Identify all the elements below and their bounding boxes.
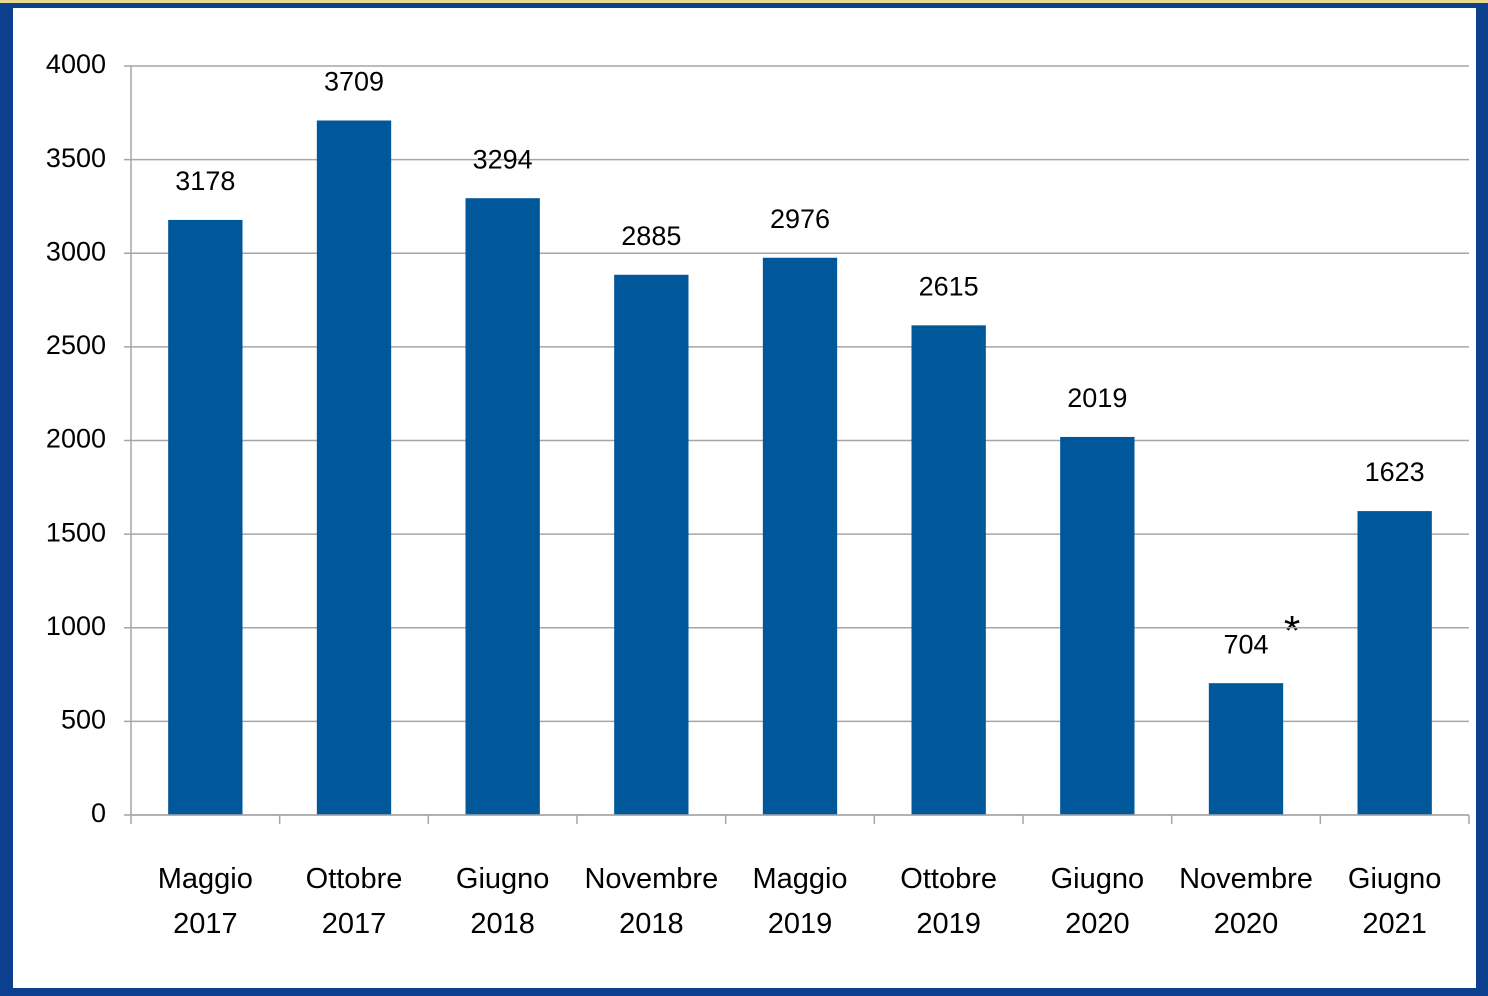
y-tick-label: 3500: [46, 143, 106, 173]
data-label: 2885: [621, 221, 681, 251]
data-label: 2615: [919, 271, 979, 301]
bar: [316, 120, 392, 815]
plot-background: [13, 8, 1476, 988]
data-label: 3709: [324, 67, 384, 97]
y-tick-label: 500: [61, 705, 106, 735]
y-tick-label: 1000: [46, 611, 106, 641]
data-label: 3294: [473, 144, 533, 174]
bar: [911, 325, 986, 815]
frame-top-strip: [0, 0, 1488, 3]
x-tick-label: Giugno 2021: [1348, 863, 1442, 940]
bar: [465, 198, 540, 816]
x-tick-label: Novembre 2020: [1179, 863, 1313, 940]
y-tick-label: 3000: [46, 236, 106, 266]
bar: [762, 257, 838, 815]
x-tick-label: Ottobre 2019: [900, 863, 997, 940]
y-tick-label: 4000: [46, 49, 106, 79]
data-label: 3178: [175, 166, 235, 196]
y-tick-label: 2000: [46, 424, 106, 454]
x-tick-label: Maggio 2017: [158, 863, 253, 940]
y-tick-label: 2500: [46, 330, 106, 360]
data-label: 704: [1223, 629, 1268, 659]
annotation: *: [1284, 607, 1300, 654]
data-label: 2019: [1067, 383, 1127, 413]
x-tick-label: Novembre 2018: [584, 863, 718, 940]
x-tick-label: Giugno 2018: [456, 863, 550, 940]
x-tick-label: Giugno 2020: [1051, 863, 1145, 940]
y-tick-label: 1500: [46, 517, 106, 547]
data-label: 2976: [770, 204, 830, 234]
bar: [1357, 511, 1432, 815]
bar: [168, 219, 243, 815]
x-tick-label: Ottobre 2017: [306, 863, 403, 940]
bar: [614, 274, 689, 815]
x-tick-label: Maggio 2019: [752, 863, 847, 940]
data-label: 1623: [1365, 457, 1425, 487]
y-tick-label: 0: [91, 798, 106, 828]
bar: [1060, 436, 1135, 815]
bar: [1208, 683, 1284, 815]
